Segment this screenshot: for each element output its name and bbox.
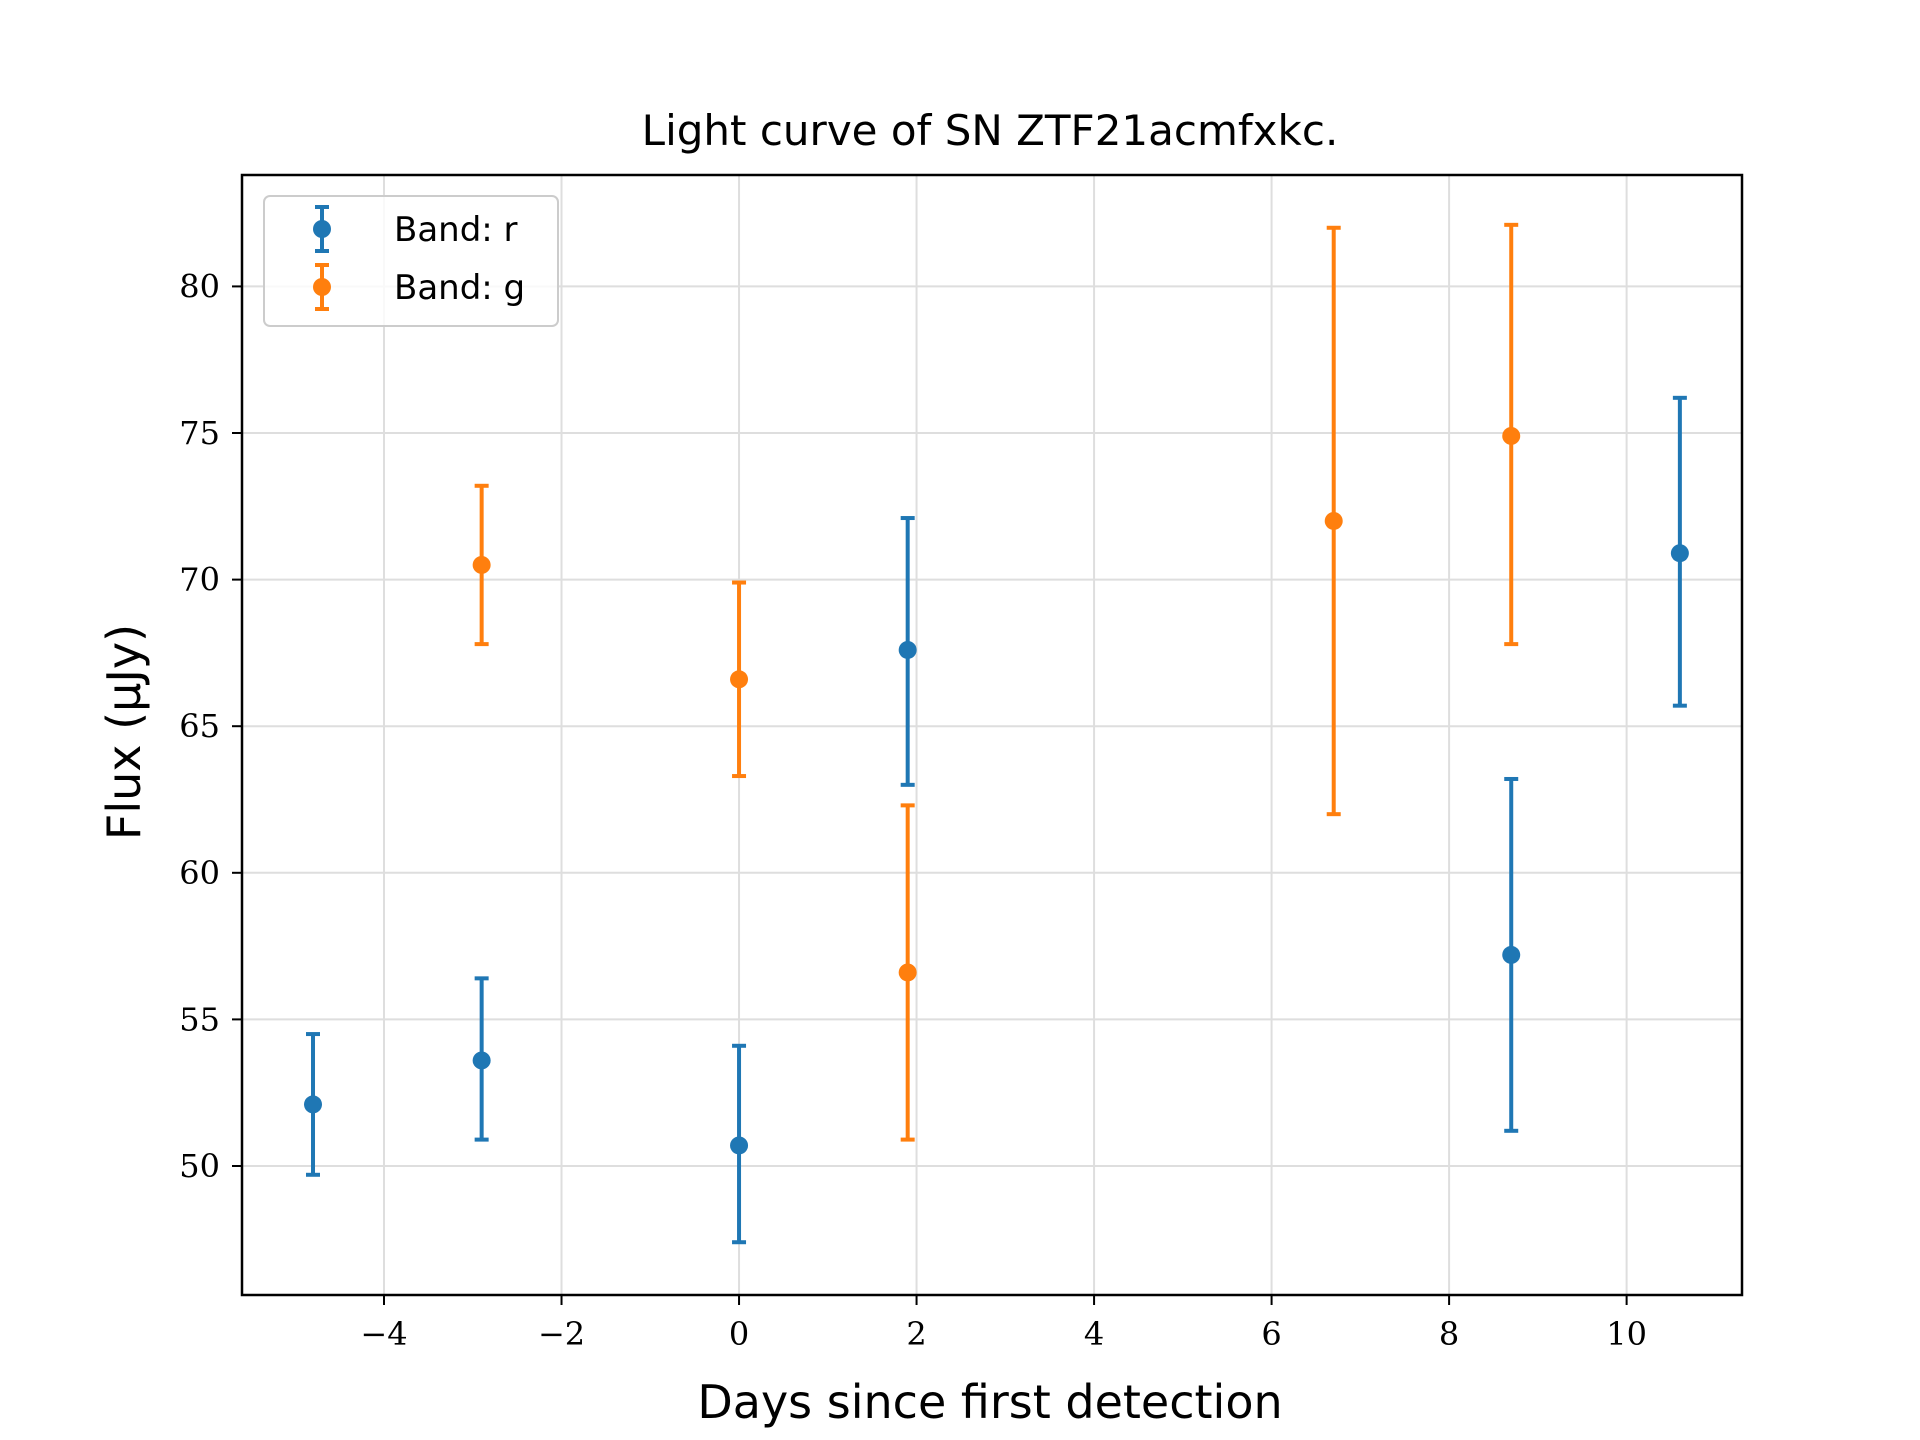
x-axis-ticks: −4 −2 0 2 4 6 8 10 [360, 1295, 1647, 1353]
y-axis-label: Flux (μJy) [97, 624, 151, 840]
data-point [730, 670, 749, 689]
data-point [898, 963, 917, 982]
legend-box [263, 195, 559, 327]
chart-title: Light curve of SN ZTF21acmfxkc. [642, 106, 1339, 155]
x-tick-label: 0 [729, 1315, 749, 1353]
y-tick-label: 55 [179, 1000, 220, 1038]
x-tick-label: −4 [360, 1315, 407, 1353]
y-tick-label: 60 [179, 854, 220, 892]
y-tick-label: 65 [179, 707, 220, 745]
series-band-g [472, 222, 1521, 1142]
y-tick-label: 50 [179, 1147, 220, 1185]
x-axis-label: Days since first detection [697, 1375, 1282, 1429]
legend-label: Band: g [394, 268, 525, 308]
data-point [1670, 544, 1689, 563]
data-point [730, 1136, 749, 1155]
x-tick-label: −2 [538, 1315, 585, 1353]
data-point [472, 1051, 491, 1070]
data-point [304, 1095, 323, 1114]
legend: Band: r Band: g [263, 195, 559, 327]
legend-marker [313, 278, 331, 296]
x-tick-label: 4 [1084, 1315, 1104, 1353]
y-tick-label: 75 [179, 414, 220, 452]
x-tick-label: 2 [906, 1315, 926, 1353]
data-point [1502, 945, 1521, 964]
y-tick-label: 70 [179, 561, 220, 599]
legend-marker [313, 220, 331, 238]
x-tick-label: 6 [1261, 1315, 1281, 1353]
data-point [1502, 426, 1521, 445]
x-tick-label: 8 [1439, 1315, 1459, 1353]
y-tick-label: 80 [179, 267, 220, 305]
data-point [898, 640, 917, 659]
data-point [1324, 511, 1343, 530]
plot-frame [240, 173, 1744, 1297]
data-points [304, 222, 1689, 1245]
grid-lines [242, 175, 1742, 1295]
data-point [472, 555, 491, 574]
legend-label: Band: r [394, 210, 518, 250]
series-band-r [304, 395, 1689, 1245]
x-tick-label: 10 [1606, 1315, 1647, 1353]
y-axis-ticks: 50 55 60 65 70 75 80 [179, 267, 242, 1185]
